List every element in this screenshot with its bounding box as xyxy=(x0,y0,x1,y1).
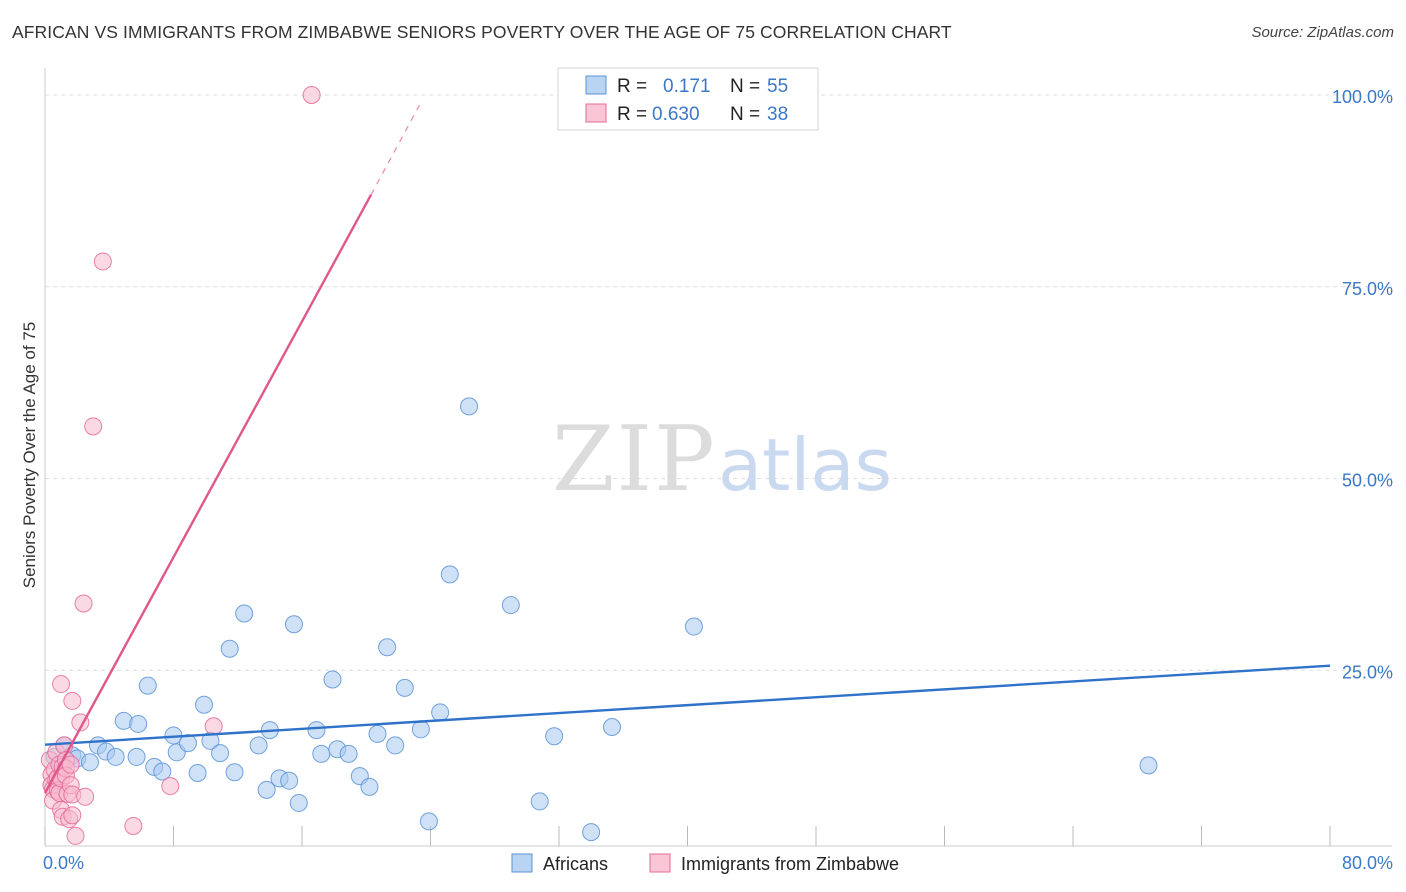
point-africans-25 xyxy=(249,736,268,755)
point-africans-14 xyxy=(153,762,172,781)
point-africans-19 xyxy=(195,695,214,714)
x-tick-label-right: 80.0% xyxy=(1342,853,1393,873)
legend-r-label-africans: R = xyxy=(617,76,647,97)
legend-swatch-zimbabwe xyxy=(585,103,607,123)
point-africans-45 xyxy=(431,703,450,722)
grid-layer xyxy=(45,94,1392,671)
bottom-legend-label-zimbabwe: Immigrants from Zimbabwe xyxy=(681,854,899,874)
point-africans-40 xyxy=(378,638,397,657)
point-zimbabwe-28 xyxy=(66,826,85,845)
point-africans-32 xyxy=(307,721,326,740)
point-africans-26 xyxy=(257,780,276,799)
trendline-zimbabwe xyxy=(43,194,373,794)
chart-title: AFRICAN VS IMMIGRANTS FROM ZIMBABWE SENI… xyxy=(12,22,952,42)
tick-labels: 25.0% 50.0% 75.0% 100.0% 0.0% 80.0% xyxy=(43,87,1393,873)
point-africans-10 xyxy=(127,747,146,766)
x-tick-label-left: 0.0% xyxy=(43,853,84,873)
point-africans-34 xyxy=(323,670,342,689)
point-africans-52 xyxy=(603,718,622,737)
point-africans-22 xyxy=(220,639,239,658)
bottom-legend: Africans Immigrants from Zimbabwe xyxy=(511,853,899,874)
point-africans-24 xyxy=(235,604,254,623)
chart-source: Source: ZipAtlas.com xyxy=(1251,24,1394,41)
point-africans-42 xyxy=(395,678,414,697)
point-africans-30 xyxy=(284,615,303,634)
point-africans-43 xyxy=(411,720,430,739)
point-africans-36 xyxy=(339,744,358,763)
point-africans-54 xyxy=(1139,756,1158,775)
point-africans-23 xyxy=(225,763,244,782)
legend-n-label-africans: N = xyxy=(730,76,760,97)
y-tick-label-2: 75.0% xyxy=(1342,279,1393,299)
watermark-atlas: atlas xyxy=(718,423,892,507)
y-tick-label-0: 25.0% xyxy=(1342,662,1393,682)
point-zimbabwe-25 xyxy=(63,806,82,825)
bottom-legend-swatch-africans xyxy=(511,853,533,873)
legend-r-value-africans: 0.171 xyxy=(663,76,711,97)
point-africans-29 xyxy=(280,771,299,790)
y-axis-label: Seniors Poverty Over the Age of 75 xyxy=(20,322,39,588)
point-zimbabwe-34 xyxy=(124,816,143,835)
point-africans-39 xyxy=(368,724,387,743)
point-africans-31 xyxy=(289,793,308,812)
point-zimbabwe-13 xyxy=(52,675,71,694)
point-africans-38 xyxy=(360,777,379,796)
bottom-legend-swatch-zimbabwe xyxy=(649,853,671,873)
point-zimbabwe-36 xyxy=(204,717,223,736)
watermark: ZIP atlas xyxy=(552,407,892,512)
trendline-zimbabwe-extension xyxy=(370,99,423,195)
trend-layer xyxy=(43,99,1331,794)
legend-r-label-zimbabwe: R = xyxy=(617,104,647,125)
point-africans-17 xyxy=(178,734,197,753)
legend: R = 0.171 N = 55 R = 0.630 N = 38 xyxy=(557,67,819,131)
point-zimbabwe-27 xyxy=(63,691,82,710)
point-africans-5 xyxy=(80,753,99,772)
point-zimbabwe-37 xyxy=(302,86,321,104)
y-tick-label-1: 50.0% xyxy=(1342,471,1393,491)
watermark-zip: ZIP xyxy=(552,407,717,512)
point-africans-41 xyxy=(386,736,405,755)
point-zimbabwe-23 xyxy=(61,755,80,774)
y-tick-label-3: 100.0% xyxy=(1332,87,1393,107)
point-africans-33 xyxy=(312,744,331,763)
legend-swatch-africans xyxy=(585,75,607,95)
point-africans-48 xyxy=(501,596,520,615)
point-africans-21 xyxy=(211,744,230,763)
point-africans-46 xyxy=(440,565,459,584)
legend-n-value-africans: 55 xyxy=(767,76,788,97)
point-africans-8 xyxy=(106,747,125,766)
point-africans-44 xyxy=(419,812,438,831)
bottom-legend-label-africans: Africans xyxy=(543,854,608,874)
point-zimbabwe-31 xyxy=(76,787,95,806)
point-africans-51 xyxy=(582,823,601,842)
point-africans-12 xyxy=(138,676,157,695)
point-zimbabwe-35 xyxy=(161,777,180,796)
point-africans-50 xyxy=(545,727,564,746)
point-zimbabwe-32 xyxy=(84,417,103,436)
trendline-africans xyxy=(44,664,1331,746)
point-africans-49 xyxy=(530,792,549,811)
legend-n-value-zimbabwe: 38 xyxy=(767,104,788,125)
point-africans-11 xyxy=(129,714,148,733)
point-zimbabwe-33 xyxy=(93,252,112,271)
points-layer xyxy=(40,86,1158,845)
point-africans-18 xyxy=(188,764,207,783)
point-africans-53 xyxy=(684,617,703,636)
point-zimbabwe-30 xyxy=(74,594,93,613)
legend-r-value-zimbabwe: 0.630 xyxy=(652,104,700,125)
legend-n-label-zimbabwe: N = xyxy=(730,104,760,125)
point-africans-47 xyxy=(460,397,479,416)
